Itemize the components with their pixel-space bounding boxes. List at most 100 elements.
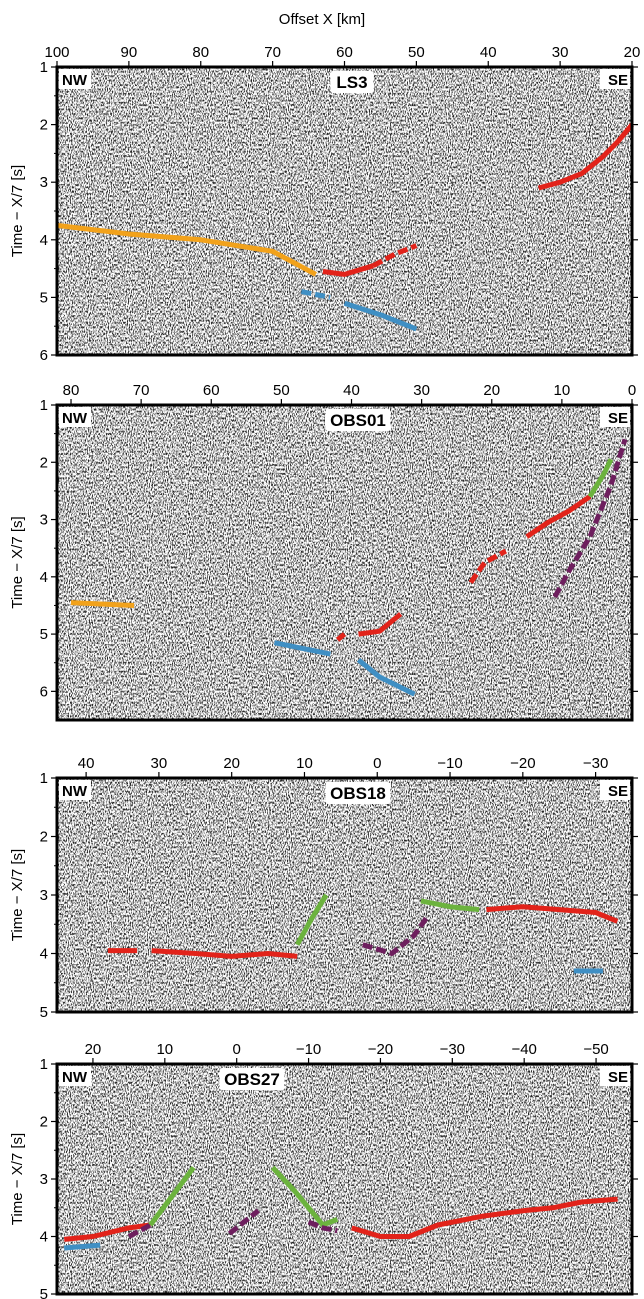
obs01-pick-red-6 [525,494,592,539]
ls3-title-bg [330,71,374,93]
panel-obs18: 40 30 20 10 0 −10 −20 −30 1 2 3 4 5 Time − X/7 [s] NW S… [9,755,638,1021]
obs18-y-tick-label: 5 [40,1004,48,1021]
obs18-x-tick-label: 0 [373,755,381,772]
obs27-x-tick-label: −10 [296,1041,321,1058]
ls3-nw-tag-bg [59,69,91,89]
ls3-x-tick-label: 20 [624,44,641,61]
obs01-x-tick-label: 70 [133,382,150,399]
obs27-y-tick-label: 2 [40,1114,48,1131]
obs27-pick-purple-6 [307,1219,338,1234]
obs01-x-tick-label: 0 [628,382,636,399]
obs27-y-tick-label: 1 [40,1056,48,1073]
ls3-x-tick-label: 50 [408,44,425,61]
obs01-y-axis-title: Time − X/7 [s] [9,516,26,608]
obs18-y-tick-label: 4 [40,946,48,963]
obs27-x-tick-label: −30 [440,1041,465,1058]
obs27-pick-blue-0 [63,1242,101,1251]
ls3-pick-blue-3 [300,289,331,300]
obs18-x-tick-label: 20 [223,755,240,772]
obs27-pick-red-1 [63,1222,151,1242]
obs27-y-tick-label: 5 [40,1286,48,1299]
obs01-seismic-section [57,405,632,720]
obs01-pick-purple-8 [552,438,628,599]
obs27-nw-tag-bg [59,1066,91,1086]
ls3-se-tag-bg [600,69,630,89]
ls3-pick-red-1 [322,263,375,277]
obs01-x-tick-label: 80 [63,382,80,399]
obs18-y-axis-title: Time − X/7 [s] [9,849,26,941]
obs18-y-tick-label: 1 [40,770,48,787]
ls3-x-tick-label: 70 [264,44,281,61]
obs01-x-tick-label: 20 [483,382,500,399]
obs18-x-tick-label: 40 [78,755,95,772]
ls3-y-tick-label: 2 [40,117,48,134]
obs27-x-tick-label: −40 [511,1041,536,1058]
obs27-x-tick-label: 20 [85,1041,102,1058]
obs27-nw-tag: NW [62,1069,88,1086]
obs18-x-tick-label: −20 [510,755,535,772]
obs27-title: OBS27 [224,1070,280,1089]
obs27-y-tick-label: 3 [40,1171,48,1188]
ls3-title: LS3 [336,73,367,92]
obs18-y-tick-label: 3 [40,887,48,904]
obs18-x-tick-label: −10 [437,755,462,772]
ls3-nw-tag: NW [62,72,88,89]
obs01-pick-red-5 [468,548,507,584]
ls3-pick-red-5 [537,123,634,191]
panel-ls3: 100 90 80 70 60 50 40 30 20 1 2 3 4 5 6 Time − X/7 [s] N… [9,44,640,364]
obs01-pick-green-7 [587,458,614,498]
obs27-x-tick-label: −50 [583,1041,608,1058]
ls3-y-tick-label: 3 [40,174,48,191]
x-axis-title: Offset X [km] [279,11,365,28]
obs01-pick-red-3 [358,612,403,637]
ls3-y-tick-label: 1 [40,59,48,76]
obs01-title-bg [325,409,391,431]
obs27-pick-purple-4 [227,1208,260,1236]
obs27-se-tag: SE [608,1069,628,1086]
obs01-se-tag: SE [608,410,628,427]
obs01-x-tick-label: 60 [203,382,220,399]
obs01-x-tick-label: 10 [554,382,571,399]
obs27-pick-purple-2 [127,1222,152,1239]
ls3-se-tag: SE [608,72,628,89]
obs18-nw-tag-bg [59,780,91,800]
obs01-x-tick-label: 50 [273,382,290,399]
obs27-x-tick-label: −20 [368,1041,393,1058]
obs01-y-tick-label: 4 [40,569,48,586]
obs18-x-tick-label: 10 [296,755,313,772]
ls3-x-tick-label: 40 [480,44,497,61]
obs01-title: OBS01 [330,411,386,430]
obs01-y-tick-label: 2 [40,454,48,471]
ls3-seismic-section [57,67,632,355]
panel-obs01: 80 70 60 50 40 30 20 10 0 1 2 3 4 5 6 Time − X/7 [s] NW S… [9,382,638,722]
obs27-pick-red-7 [350,1196,618,1239]
obs27-se-tag-bg [600,1066,630,1086]
obs27-seismic-section [57,1064,632,1294]
obs01-pick-red-2 [335,632,347,642]
obs18-pick-red-5 [486,904,619,924]
ls3-pick-blue-4 [343,300,418,332]
obs01-frame [55,403,634,722]
obs18-seismic-section [57,778,632,1012]
ls3-x-tick-label: 80 [192,44,209,61]
obs01-pick-orange-0 [70,600,135,608]
obs01-nw-tag-bg [59,407,91,427]
obs01-y-tick-label: 3 [40,512,48,529]
obs01-se-tag-bg [600,407,630,427]
ls3-x-tick-label: 60 [336,44,353,61]
ls3-pick-red-2 [372,243,418,268]
obs18-pick-red-1 [151,948,298,959]
obs18-y-tick-label: 2 [40,829,48,846]
obs18-se-tag-bg [600,780,630,800]
ls3-pick-orange-0 [56,222,317,277]
obs01-pick-blue-1 [273,640,331,657]
obs27-pick-green-5 [270,1165,339,1228]
obs27-title-bg [219,1068,285,1090]
obs18-title-bg [325,782,391,804]
ls3-y-axis-title: Time − X/7 [s] [9,165,26,257]
ls3-y-tick-label: 4 [40,232,48,249]
obs27-x-tick-label: 0 [233,1041,241,1058]
obs18-title: OBS18 [330,784,386,803]
obs01-y-tick-label: 5 [40,626,48,643]
